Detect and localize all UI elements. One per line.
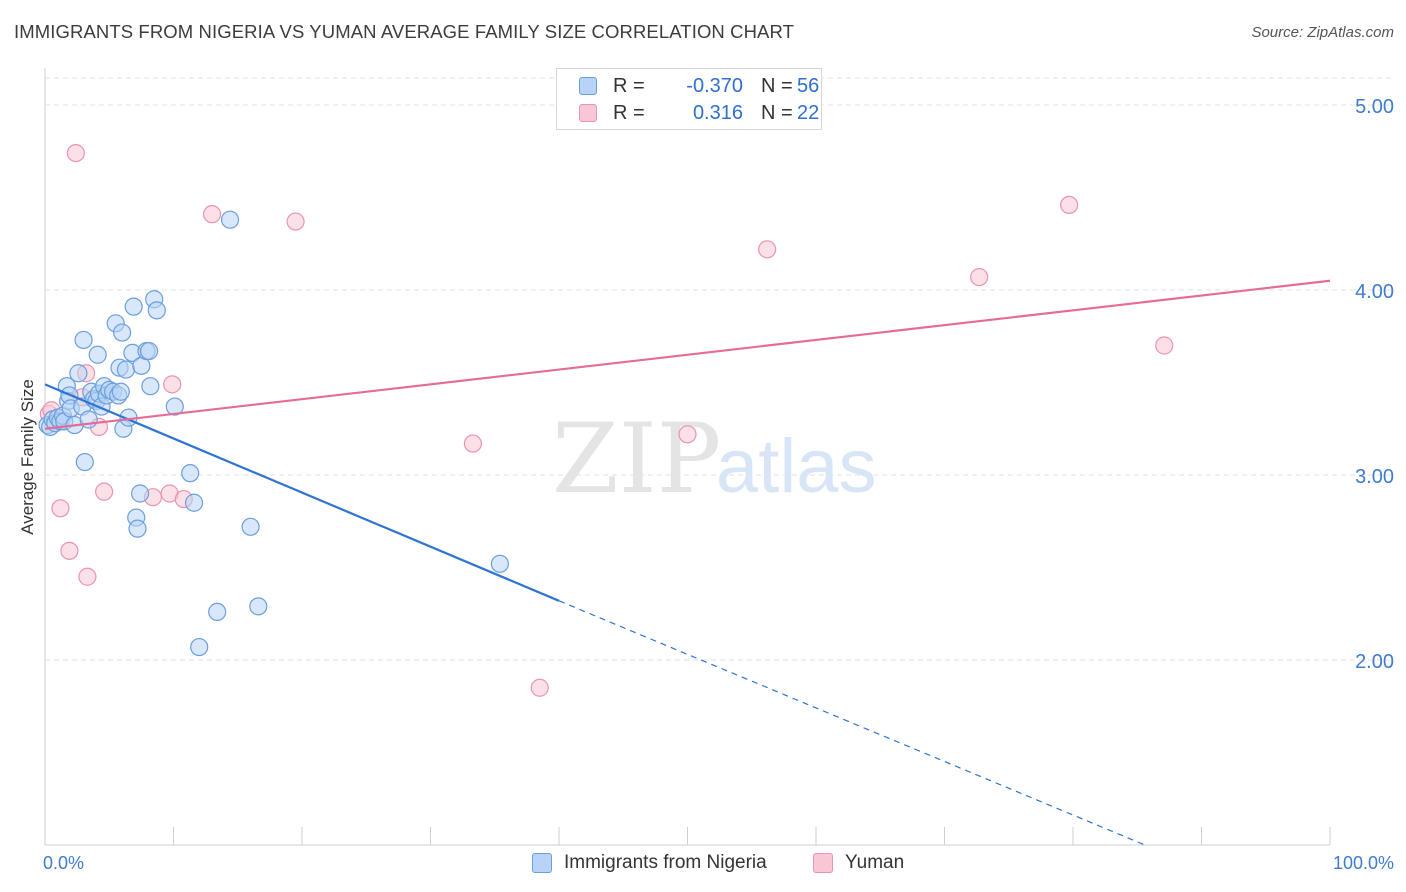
watermark-atlas: atlas <box>716 424 877 509</box>
nigeria-point <box>490 554 509 573</box>
nigeria-point <box>139 341 159 361</box>
nigeria-point <box>74 330 93 350</box>
watermark: ZIP atlas <box>552 403 877 515</box>
yuman-point <box>530 678 549 697</box>
source-label: Source: ZipAtlas.com <box>1251 24 1394 41</box>
r-value: -0.370 <box>686 75 743 97</box>
yuman-point <box>678 425 697 444</box>
axes <box>44 68 1331 846</box>
y-tick-label: 3.00 <box>1355 466 1394 488</box>
yuman-point <box>758 240 777 259</box>
y-axis-label: Average Family Size <box>18 379 37 535</box>
yuman-point <box>1155 336 1174 355</box>
nigeria-point <box>249 597 268 616</box>
yuman-point <box>51 499 70 518</box>
tick-labels: 2.00 3.00 4.00 5.00 0.0% 100.0% <box>43 96 1394 873</box>
yuman-point <box>202 205 222 224</box>
yuman-point <box>66 144 85 163</box>
legend-swatch-nigeria <box>532 853 552 873</box>
nigeria-point <box>75 452 94 472</box>
trend-lines <box>44 279 1331 846</box>
x-tick-label-max: 100.0% <box>1333 853 1394 873</box>
nigeria-point <box>69 364 88 383</box>
nigeria-trend-line-extension <box>558 600 1146 846</box>
watermark-zip: ZIP <box>552 403 721 515</box>
nigeria-point <box>124 297 143 316</box>
nigeria-point <box>130 484 150 503</box>
n-label: N = <box>761 75 793 97</box>
r-value: 0.316 <box>692 102 743 124</box>
nigeria-point <box>141 377 160 396</box>
legend-swatch-yuman <box>813 853 833 873</box>
chart-title: IMMIGRANTS FROM NIGERIA VS YUMAN AVERAGE… <box>14 21 795 42</box>
x-tick-label-min: 0.0% <box>43 853 84 873</box>
r-label: R = <box>613 75 645 97</box>
n-value: 56 <box>797 75 820 97</box>
gridlines <box>45 77 1392 661</box>
nigeria-point <box>128 519 147 538</box>
nigeria-point <box>241 517 260 536</box>
y-tick-label: 2.00 <box>1355 651 1394 673</box>
nigeria-point <box>220 210 240 229</box>
correlation-stats-box: R = -0.370 N = 56 R = 0.316 N = 22 <box>556 68 822 130</box>
yuman-point <box>95 482 114 501</box>
nigeria-point <box>116 360 136 379</box>
nigeria-point <box>181 464 200 483</box>
nigeria-point <box>208 602 227 622</box>
yuman-point <box>970 267 989 287</box>
yuman-trend-line <box>44 279 1331 430</box>
nigeria-point <box>112 323 132 342</box>
yuman-point <box>286 212 305 231</box>
nigeria-point <box>165 397 184 416</box>
y-tick-label: 4.00 <box>1355 281 1394 303</box>
yuman-point <box>60 541 79 560</box>
n-value: 22 <box>797 102 820 124</box>
yuman-point <box>1060 195 1079 214</box>
legend-label: Immigrants from Nigeria <box>564 852 767 873</box>
r-label: R = <box>613 102 645 124</box>
yuman-point <box>78 567 97 586</box>
yuman-point <box>463 434 483 453</box>
legend-label: Yuman <box>845 852 905 873</box>
nigeria-point <box>88 345 107 364</box>
nigeria-swatch <box>579 77 597 95</box>
nigeria-point <box>184 493 204 512</box>
nigeria-point <box>147 301 166 320</box>
nigeria-point <box>190 637 209 657</box>
yuman-point <box>163 375 182 394</box>
y-tick-label: 5.00 <box>1355 96 1394 118</box>
nigeria-points <box>38 210 509 657</box>
yuman-swatch <box>579 104 597 122</box>
nigeria-point <box>111 382 130 401</box>
n-label: N = <box>761 102 793 124</box>
nigeria-trend-line <box>44 383 560 602</box>
